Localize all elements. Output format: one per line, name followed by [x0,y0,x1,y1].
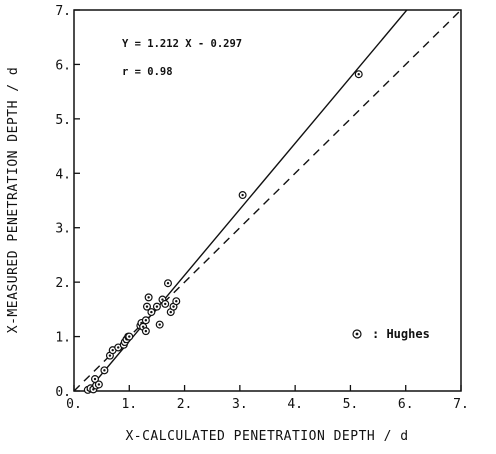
regression-equation: Y = 1.212 X - 0.297 [122,38,242,50]
data-point [238,191,247,200]
data-point-dot [150,310,153,314]
data-point-dot [166,282,170,285]
data-points [83,70,363,394]
y-tick-label: 2. [55,276,71,291]
legend: : Hughes [352,327,430,341]
data-point-dot [117,346,120,349]
x-tick-labels: 0. 1. 2. 3. 4. 5. 6. 7. [66,397,469,412]
data-point [152,302,161,311]
data-point [100,366,109,375]
data-point-dot [141,325,145,328]
x-tick-label: 4. [287,397,303,412]
y-tick-label: 4. [55,167,71,182]
x-tick-label: 7. [453,397,469,412]
data-point-dot [172,305,175,308]
data-point [141,327,150,336]
x-tick-label: 1. [121,397,137,412]
x-tick-label: 0. [66,397,82,412]
data-point-dot [164,302,167,306]
data-point [91,375,100,384]
data-point [172,297,181,306]
regression-line [86,10,408,391]
y-tick-label: 0. [55,385,71,400]
data-point-dot [145,305,149,308]
data-point-dot [144,319,148,322]
data-point-dot [111,348,114,352]
data-point-dot [158,323,161,326]
y-tick-label: 6. [55,58,71,73]
data-point [94,380,103,389]
y-tick-label: 3. [55,222,71,237]
fit-lines [74,10,461,391]
data-point [147,308,156,317]
data-point-dot [357,73,360,76]
data-point-dot [144,329,148,333]
data-point [142,302,151,311]
data-point [161,299,170,308]
y-axis-title: X-MEASURED PENETRATION DEPTH / d [6,67,21,333]
legend-label: : Hughes [372,327,430,341]
x-axis-title: X-CALCULATED PENETRATION DEPTH / d [125,429,408,444]
data-point-dot [155,305,159,308]
data-point-dot [169,310,172,314]
y-tick-label: 1. [55,331,71,346]
x-tick-label: 5. [343,397,359,412]
y-tick-label: 5. [55,113,71,128]
data-point [155,320,164,329]
data-point [125,332,134,341]
data-point [144,293,153,302]
data-point-dot [161,298,164,301]
data-point-dot [147,296,150,299]
data-point-dot [241,193,244,197]
data-point [354,70,363,79]
legend-marker-dot [355,332,359,336]
data-point [141,316,150,325]
data-point-dot [93,377,97,381]
data-point-dot [175,299,178,303]
y-tick-labels: 0. 1. 2. 3. 4. 5. 6. 7. [55,4,71,400]
data-point-dot [103,369,106,372]
correlation-coefficient: r = 0.98 [122,66,173,78]
x-tick-label: 6. [398,397,414,412]
y-tick-label: 7. [55,4,71,19]
data-point-dot [97,383,101,386]
x-tick-label: 2. [177,397,193,412]
plot-frame [73,9,462,392]
data-point [163,279,172,288]
data-point-dot [108,354,112,357]
axis-ticks [73,9,462,392]
x-tick-label: 3. [232,397,248,412]
data-point-dot [128,335,131,338]
legend-marker [352,329,362,339]
